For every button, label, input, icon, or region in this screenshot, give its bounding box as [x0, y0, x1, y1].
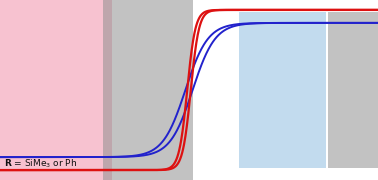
Bar: [0, 0, 112, 180]
Text: $\mathbf{R}$ = SiMe$_3$ or Ph: $\mathbf{R}$ = SiMe$_3$ or Ph: [4, 158, 77, 170]
Bar: [102, 0, 193, 180]
Bar: [328, 12, 378, 168]
Bar: [239, 12, 326, 168]
